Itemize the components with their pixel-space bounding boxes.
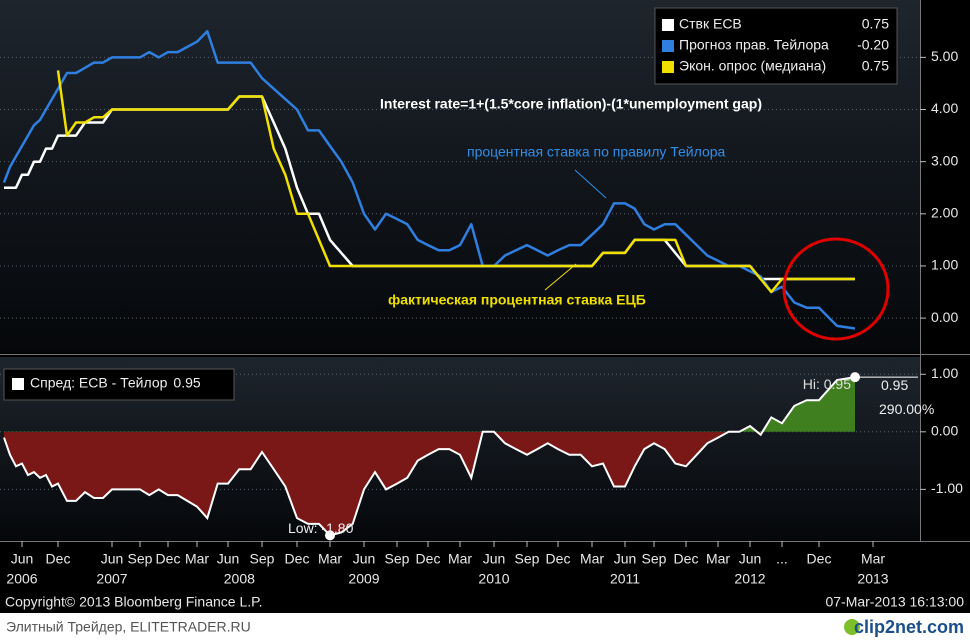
x-tick-label: Sep <box>515 551 540 567</box>
x-tick-label: Dec <box>416 551 441 567</box>
y-tick-label: 5.00 <box>931 48 958 64</box>
x-tick-label: Dec <box>46 551 71 567</box>
year-label: 2009 <box>348 571 379 587</box>
y-tick-label: -1.00 <box>931 480 963 496</box>
pct-label: 290.00% <box>879 401 934 417</box>
x-tick-label: Dec <box>807 551 832 567</box>
x-tick-label: Sep <box>128 551 153 567</box>
area-positive <box>4 377 855 432</box>
last-value-label: 0.95 <box>881 377 908 393</box>
x-tick-label: Mar <box>318 551 342 567</box>
year-label: 2010 <box>478 571 509 587</box>
legend-swatch <box>12 378 24 390</box>
timestamp: 07-Mar-2013 16:13:00 <box>825 594 964 610</box>
x-tick-label: Sep <box>642 551 667 567</box>
legend-label: Прогноз прав. Тейлора <box>679 37 829 53</box>
legend-value: 0.75 <box>862 58 889 74</box>
x-tick-label: Sep <box>250 551 275 567</box>
series-line <box>56 70 855 294</box>
x-tick-label: Jun <box>11 551 34 567</box>
x-tick-label: Sep <box>385 551 410 567</box>
legend: Спред: ECB - Тейлор 0.95 <box>3 368 235 401</box>
legend-value: 0.95 <box>173 375 200 391</box>
legend: Ствк ECB 0.75 Прогноз прав. Тейлора -0.20 Эк… <box>654 7 898 85</box>
annotation-arrow <box>544 263 577 291</box>
low-marker <box>325 530 335 541</box>
logo-icon <box>844 619 860 635</box>
y-tick-label: 0.00 <box>931 309 958 325</box>
x-tick-label: Jun <box>101 551 124 567</box>
legend-label: Экон. опрос (медиана) <box>679 58 826 74</box>
x-tick-label: Dec <box>285 551 310 567</box>
series-line <box>3 376 856 537</box>
data <box>2 30 918 541</box>
year-label: 2006 <box>6 571 37 587</box>
taylor-annotation: процентная ставка по правилу Тейлора <box>467 144 726 160</box>
x-tick-label: Jun <box>614 551 637 567</box>
x-tick-label: Mar <box>185 551 209 567</box>
year-label: 2012 <box>734 571 765 587</box>
watermark-strip <box>0 613 970 642</box>
legend-label: Ствк ECB <box>679 16 742 32</box>
year-label: 2011 <box>610 571 640 587</box>
watermark-site: Элитный Трейдер, ELITETRADER.RU <box>6 619 251 635</box>
watermark-logo: clip2net.com <box>854 617 964 637</box>
x-tick-label: Jun <box>483 551 506 567</box>
formula: Interest rate=1+(1.5*core inflation)-(1*… <box>380 96 762 112</box>
y-tick-label: 4.00 <box>931 100 958 116</box>
x-tick-label: Jun <box>739 551 762 567</box>
year-label: 2013 <box>857 571 888 587</box>
x-tick-label: Mar <box>448 551 472 567</box>
x-tick-label: Dec <box>546 551 571 567</box>
y-tick-label: 0.00 <box>931 423 958 439</box>
y-tick-label: 3.00 <box>931 152 958 168</box>
x-tick-label: Mar <box>580 551 604 567</box>
legend-value: 0.75 <box>862 16 889 32</box>
legend-box <box>3 368 235 401</box>
hi-marker <box>850 372 860 383</box>
low-label: Low: -1.80 <box>288 520 354 536</box>
legend-swatch <box>662 19 674 31</box>
legend-box <box>654 7 898 85</box>
x-tick-label: Jun <box>353 551 376 567</box>
x-tick-label: ... <box>776 551 788 567</box>
x-tick-label: Mar <box>861 551 885 567</box>
copyright: Copyright© 2013 Bloomberg Finance L.P. <box>5 594 263 610</box>
year-label: 2007 <box>96 571 127 587</box>
series-line <box>2 30 856 330</box>
x-tick-label: Dec <box>156 551 181 567</box>
ecb-annotation: фактическая процентная ставка ЕЦБ <box>388 292 646 308</box>
y-tick-label: 2.00 <box>931 205 958 221</box>
highlight-circle <box>782 237 890 341</box>
x-tick-label: Dec <box>674 551 699 567</box>
legend-swatch <box>662 61 674 73</box>
year-label: 2008 <box>224 571 255 587</box>
legend-swatch <box>662 40 674 52</box>
x-tick-label: Jun <box>217 551 240 567</box>
annotation-arrow <box>574 169 607 199</box>
x-tick-label: Mar <box>706 551 730 567</box>
y-tick-label: 1.00 <box>931 365 958 381</box>
legend-label: Спред: ECB - Тейлор <box>30 375 168 391</box>
legend-value: -0.20 <box>857 37 889 53</box>
y-tick-label: 1.00 <box>931 257 958 273</box>
hi-label: Hi: 0.95 <box>803 376 851 392</box>
